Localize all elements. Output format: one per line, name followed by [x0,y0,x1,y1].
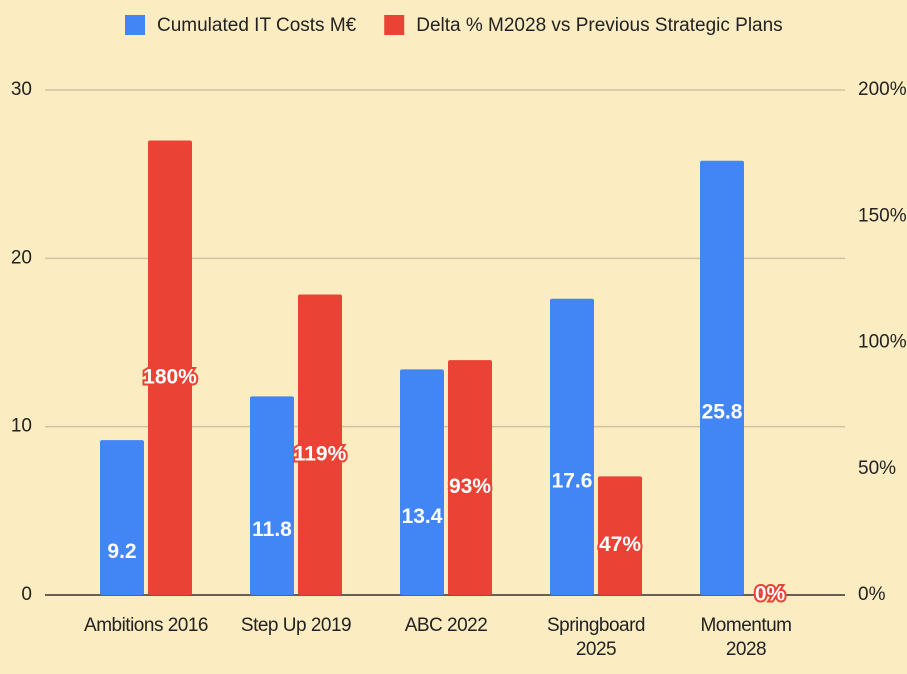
bar [250,396,294,595]
legend-label: Cumulated IT Costs M€ [157,15,357,36]
data-label: 180% [143,365,197,388]
y2-tick-label: 200% [858,79,907,100]
bar [100,440,144,595]
data-label: 9.2 [107,540,136,563]
legend-swatch [384,15,405,35]
x-tick-label: Springboard 2025 [546,615,646,660]
y2-tick-label: 100% [858,332,907,353]
legend-label: Delta % M2028 vs Previous Strategic Plan… [416,15,782,36]
y-tick-label: 30 [11,79,32,100]
bar [298,294,342,595]
bar [400,369,444,595]
y-tick-label: 20 [11,247,32,268]
x-tick-label: Step Up 2019 [240,615,352,636]
y2-tick-label: 0% [858,584,886,605]
y2-tick-label: 50% [858,458,896,479]
data-label: 11.8 [252,518,292,541]
bar [550,298,594,595]
x-tick-label: Momentum 2028 [700,615,792,660]
bar [148,140,192,595]
data-label: 13.4 [402,505,443,528]
y2-tick-label: 150% [858,205,907,226]
data-label: 25.8 [702,400,743,423]
x-tick-label: Ambitions 2016 [84,615,208,636]
y-tick-label: 10 [11,416,32,437]
x-tick-label: ABC 2022 [404,615,488,636]
data-label: 47% [599,533,641,556]
bar [700,160,744,595]
legend-swatch [125,15,145,35]
y-tick-label: 0 [21,584,32,605]
data-label: 119% [294,442,347,465]
data-label: 93% [449,475,491,498]
bar [448,360,492,595]
bar [598,476,642,595]
data-label: 0% [755,583,786,606]
data-label: 17.6 [552,469,593,492]
